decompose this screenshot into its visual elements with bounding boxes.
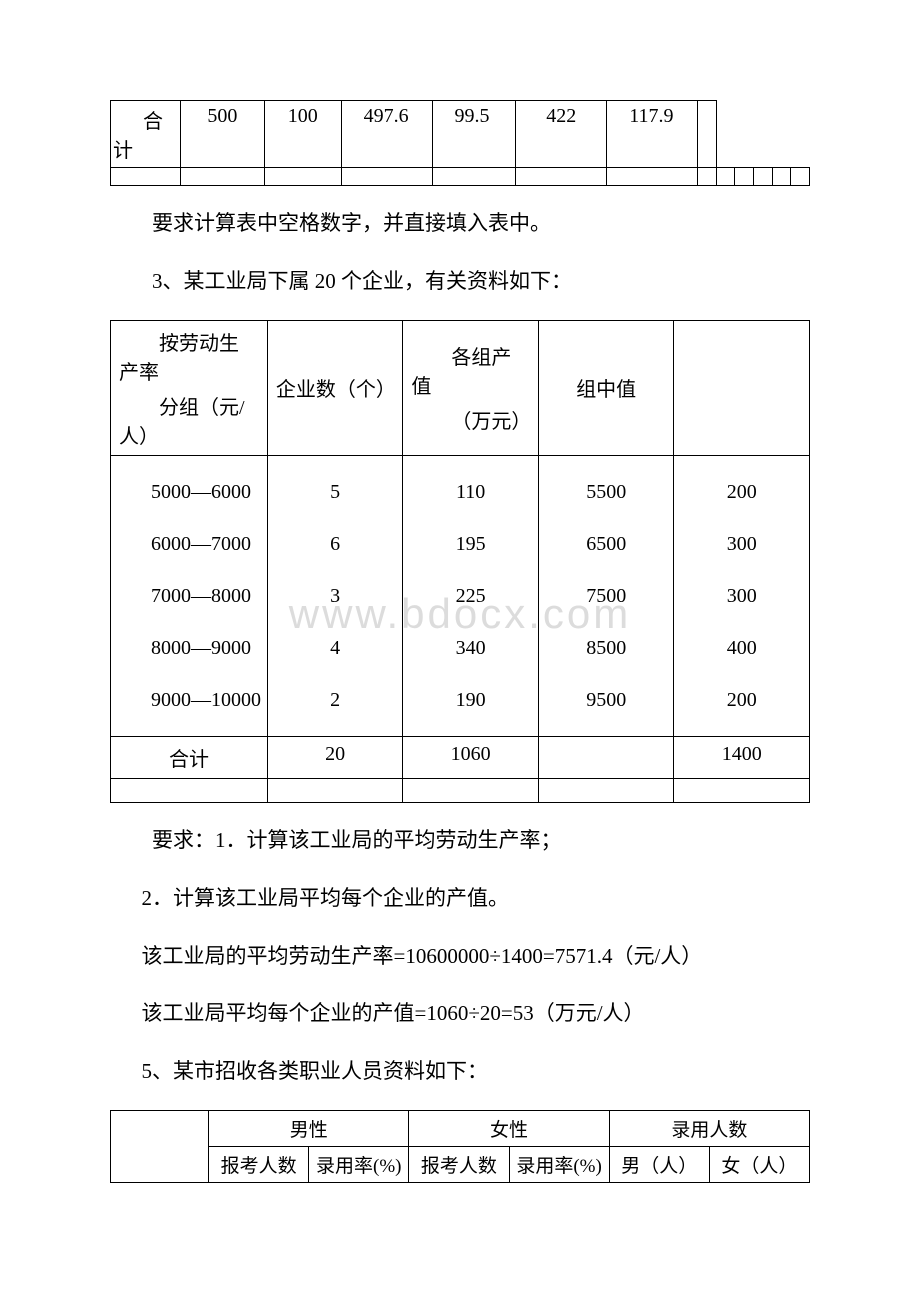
- tbl1-c2: 100: [264, 101, 341, 168]
- tbl3-sub-5: 男（人）: [609, 1147, 709, 1183]
- tbl1-c7: [698, 101, 717, 168]
- instruction-text-1: 要求计算表中空格数字，并直接填入表中。: [110, 204, 810, 244]
- tbl2-enterprise-col: 5 6 3 4 2: [267, 455, 403, 736]
- question-3-heading: 3、某工业局下属 20 个企业，有关资料如下：: [110, 262, 810, 302]
- tbl1-c5: 422: [516, 101, 607, 168]
- tbl2-mid-col: 5500 6500 7500 8500 9500: [538, 455, 674, 736]
- tbl1-blank: [735, 168, 754, 186]
- tbl2-sum-c3: [538, 736, 674, 778]
- tbl2-blank: [674, 778, 810, 802]
- tbl3-female-header: 女性: [409, 1111, 609, 1147]
- tbl1-c4: 99.5: [432, 101, 516, 168]
- tbl2-blank: [111, 778, 268, 802]
- calc-2: 该工业局平均每个企业的产值=1060÷20=53（万元/人）: [110, 994, 810, 1034]
- tbl2-header-mid: 组中值: [538, 320, 674, 455]
- tbl1-blank: [180, 168, 264, 186]
- tbl1-blank: [698, 168, 717, 186]
- tbl1-blank: [607, 168, 698, 186]
- question-5-heading: 5、某市招收各类职业人员资料如下：: [110, 1052, 810, 1092]
- tbl2-blank: [267, 778, 403, 802]
- tbl2-sum-c4: 1400: [674, 736, 810, 778]
- tbl3-corner: [111, 1111, 209, 1183]
- requirement-1: 要求：1．计算该工业局的平均劳动生产率；: [110, 821, 810, 861]
- recruitment-table: 男性 女性 录用人数 报考人数 录用率(%) 报考人数 录用率(%) 男（人） …: [110, 1110, 810, 1183]
- tbl1-c1: 500: [180, 101, 264, 168]
- tbl3-male-header: 男性: [209, 1111, 409, 1147]
- tbl3-sub-3: 报考人数: [409, 1147, 509, 1183]
- tbl1-c6: 117.9: [607, 101, 698, 168]
- tbl1-label: 合计: [111, 101, 181, 168]
- tbl1-blank: [754, 168, 773, 186]
- tbl3-sub-2: 录用率(%): [309, 1147, 409, 1183]
- tbl2-ranges: 5000—6000 6000—7000 7000—8000 8000—9000 …: [111, 455, 268, 736]
- tbl1-blank: [264, 168, 341, 186]
- tbl3-hired-header: 录用人数: [609, 1111, 809, 1147]
- tbl2-last-col: 200 300 300 400 200: [674, 455, 810, 736]
- tbl2-sum-c1: 20: [267, 736, 403, 778]
- tbl2-output-col: 110 195 225 340 190: [403, 455, 539, 736]
- calc-1: 该工业局的平均劳动生产率=10600000÷1400=7571.4（元/人）: [110, 937, 810, 977]
- tbl1-blank: [772, 168, 791, 186]
- tbl1-c3: 497.6: [341, 101, 432, 168]
- tbl2-sum-label: 合计: [111, 736, 268, 778]
- tbl1-blank: [111, 168, 181, 186]
- tbl1-blank: [341, 168, 432, 186]
- tbl3-sub-4: 录用率(%): [509, 1147, 609, 1183]
- tbl2-header-enterprise: 企业数（个）: [267, 320, 403, 455]
- tbl2-blank: [403, 778, 539, 802]
- productivity-table: 按劳动生产率 分组（元/人） 企业数（个） 各组产值 （万元） 组中值 5000…: [110, 320, 810, 803]
- tbl1-blank: [432, 168, 516, 186]
- tbl1-blank: [791, 168, 810, 186]
- requirement-2: 2．计算该工业局平均每个企业的产值。: [110, 879, 810, 919]
- tbl3-sub-1: 报考人数: [209, 1147, 309, 1183]
- tbl2-header-output: 各组产值 （万元）: [403, 320, 539, 455]
- tbl2-header-group: 按劳动生产率 分组（元/人）: [111, 320, 268, 455]
- tbl2-blank: [538, 778, 674, 802]
- tbl1-blank: [516, 168, 607, 186]
- tbl2-sum-c2: 1060: [403, 736, 539, 778]
- summary-table-fragment: 合计 500 100 497.6 99.5 422 117.9: [110, 100, 810, 186]
- tbl3-sub-6: 女（人）: [709, 1147, 809, 1183]
- tbl1-blank: [716, 168, 735, 186]
- tbl2-header-last: [674, 320, 810, 455]
